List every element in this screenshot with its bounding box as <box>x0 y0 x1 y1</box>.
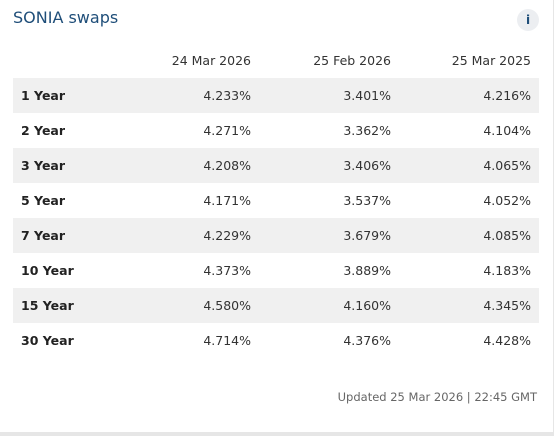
rate-cell: 3.406% <box>259 148 399 183</box>
tenor-label: 1 Year <box>13 78 163 113</box>
tenor-label: 3 Year <box>13 148 163 183</box>
rate-cell: 3.889% <box>343 263 391 278</box>
rate-cell: 4.373% <box>203 263 251 278</box>
rate-cell: 3.679% <box>259 218 399 253</box>
tenor-label: 15 Year <box>13 288 163 323</box>
column-header-date: 24 Mar 2026 <box>171 52 251 68</box>
rate-cell: 4.229% <box>163 218 259 253</box>
table-row: 30 Year 4.714% 4.376% 4.428% <box>13 323 539 358</box>
info-glyph: i <box>525 13 531 27</box>
table-row: 15 Year 4.580% 4.160% 4.345% <box>13 288 539 323</box>
tenor-label: 5 Year <box>21 193 66 208</box>
tenor-label: 2 Year <box>21 123 66 138</box>
last-updated-text: Updated 25 Mar 2026 | 22:45 GMT <box>337 390 537 404</box>
tenor-label: 7 Year <box>13 218 163 253</box>
tenor-label: 10 Year <box>21 263 74 278</box>
rate-cell: 4.085% <box>399 218 539 253</box>
rate-cell: 4.052% <box>483 193 531 208</box>
tenor-label: 30 Year <box>21 333 74 348</box>
table-row: 1 Year 4.233% 3.401% 4.216% <box>13 78 539 113</box>
rate-cell: 3.537% <box>343 193 391 208</box>
column-header-tenor <box>13 42 163 78</box>
widget-title: SONIA swaps <box>13 8 119 27</box>
rate-cell: 4.065% <box>399 148 539 183</box>
table-row: 3 Year 4.208% 3.406% 4.065% <box>13 148 539 183</box>
table-row: 10 Year 4.373% 3.889% 4.183% <box>13 253 539 288</box>
rate-cell: 4.183% <box>483 263 531 278</box>
rate-cell: 4.208% <box>163 148 259 183</box>
table-row: 2 Year 4.271% 3.362% 4.104% <box>13 113 539 148</box>
column-header-date: 25 Feb 2026 <box>313 52 391 68</box>
rate-cell: 4.345% <box>399 288 539 323</box>
rate-cell: 4.714% <box>203 333 251 348</box>
rate-cell: 3.401% <box>259 78 399 113</box>
rate-cell: 4.580% <box>163 288 259 323</box>
rate-cell: 4.271% <box>203 123 251 138</box>
rate-cell: 4.104% <box>483 123 531 138</box>
table-row: 5 Year 4.171% 3.537% 4.052% <box>13 183 539 218</box>
info-icon[interactable]: i <box>517 9 539 31</box>
rate-cell: 4.376% <box>343 333 391 348</box>
table-row: 7 Year 4.229% 3.679% 4.085% <box>13 218 539 253</box>
rate-cell: 3.362% <box>343 123 391 138</box>
rate-cell: 4.216% <box>399 78 539 113</box>
table-header-row: 24 Mar 2026 25 Feb 2026 25 Mar 2025 <box>13 42 539 78</box>
swaps-table: 24 Mar 2026 25 Feb 2026 25 Mar 2025 1 Ye… <box>13 42 539 358</box>
rate-cell: 4.171% <box>203 193 251 208</box>
rate-cell: 4.428% <box>483 333 531 348</box>
column-header-date: 25 Mar 2025 <box>451 52 531 68</box>
rate-cell: 4.233% <box>163 78 259 113</box>
rate-cell: 4.160% <box>259 288 399 323</box>
